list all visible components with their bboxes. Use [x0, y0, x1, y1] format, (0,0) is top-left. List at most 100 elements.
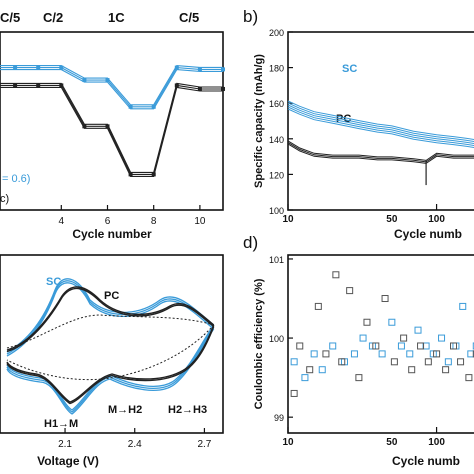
panel-d-point	[318, 366, 326, 374]
panel-d-point	[444, 358, 452, 366]
panel-a-point	[221, 67, 225, 72]
panel-a-series-line	[0, 69, 223, 110]
panel-d-point	[457, 358, 465, 366]
panel-c-pc-curve	[6, 286, 215, 351]
panel-c-xlabel: Voltage (V)	[37, 454, 99, 468]
panel-d-point	[400, 334, 408, 342]
panel-a-point	[82, 78, 87, 83]
panel-a-xlabel: Cycle number	[72, 227, 152, 241]
panel-b-y-tick-label: 160	[269, 99, 284, 109]
panel-a-x-tick-label: 8	[151, 216, 157, 227]
panel-c-sc-curve	[6, 324, 215, 411]
panel-b-series-line	[287, 143, 474, 164]
panel-b-x-tick-label: 100	[428, 214, 445, 225]
panel-b-frame	[287, 31, 474, 211]
annotation-h1-m: H1→M	[44, 418, 78, 430]
panel-d-xlabel: Cycle numb	[392, 454, 460, 468]
panel-d-x-minor-label: 50	[386, 437, 398, 448]
panel-d-point	[465, 374, 473, 382]
panel-d-point	[363, 318, 371, 326]
panel-d-point	[424, 358, 432, 366]
panel-d-point	[381, 295, 389, 303]
panel-d-label: d)	[243, 233, 258, 252]
panel-a-point	[13, 83, 18, 88]
panel-d-point	[359, 334, 367, 342]
panel-a-point	[128, 104, 133, 109]
panel-a-point	[174, 65, 179, 70]
panel-d-point	[350, 350, 358, 358]
panel-d-point	[332, 271, 340, 279]
panel-a-point	[221, 86, 225, 91]
panel-c-frame	[0, 254, 224, 434]
panel-d-point	[296, 342, 304, 350]
panel-a-x-tick-label: 4	[59, 216, 65, 227]
panel-a-x-tick-label: 10	[194, 216, 206, 227]
panel-d-ylabel: Coulombic efficiency (%)	[253, 278, 265, 409]
rate-label-3: 1C	[108, 10, 125, 25]
rate-label-2: C/2	[43, 10, 63, 25]
rate-label-4: C/5	[179, 10, 199, 25]
panel-d-point	[442, 366, 450, 374]
panel-a-point	[105, 124, 110, 129]
panel-a-point	[36, 65, 41, 70]
panel-c-dotted-curve	[6, 324, 215, 381]
panel-a-point	[151, 172, 156, 177]
panel-d-point	[438, 334, 446, 342]
panel-b-y-tick-label: 100	[269, 206, 284, 216]
panel-c-x-tick-label: 2.4	[128, 439, 142, 450]
panel-b-ylabel: Specific capacity (mAh/g)	[253, 54, 265, 188]
panel-a-x-tick-label: 6	[105, 216, 111, 227]
panel-d-x-tick-label: 100	[428, 437, 445, 448]
panel-d-y-tick-label: 99	[274, 413, 284, 423]
panel-d-point	[388, 318, 396, 326]
panel-b-series-line	[287, 100, 474, 140]
panel-d-point	[301, 374, 309, 382]
panel-d-point	[306, 366, 314, 374]
panel-d-point	[414, 326, 422, 334]
rate-label-1: C/5	[0, 10, 20, 25]
panel-b-series-line	[287, 102, 474, 142]
panel-d-point	[372, 342, 380, 350]
panel-a-frame	[0, 31, 224, 211]
panel-a-point	[105, 78, 110, 83]
panel-d-point	[472, 350, 474, 358]
annotation-m-h2: M→H2	[108, 404, 142, 416]
panel-a-point	[82, 124, 87, 129]
panel-d-point	[452, 342, 460, 350]
panel-d-point	[322, 350, 330, 358]
panel-b-label: b)	[243, 7, 258, 26]
panel-d-point	[397, 342, 405, 350]
panel-b-x-tick-label: 10	[282, 214, 294, 225]
panel-b-series-label-sc: SC	[342, 63, 357, 75]
panel-b-y-tick-label: 200	[269, 28, 284, 38]
panel-a-point	[197, 67, 202, 72]
panel-a-point	[174, 83, 179, 88]
panel-d-x-tick-label: 10	[282, 437, 294, 448]
panel-d-point	[459, 302, 467, 310]
panel-d-point	[290, 358, 298, 366]
panel-b-y-tick-label: 120	[269, 170, 284, 180]
panel-a-series-line	[0, 82, 223, 173]
panel-a-point	[59, 65, 64, 70]
panel-c-x-tick-label: 2.7	[197, 439, 211, 450]
panel-d-point	[310, 350, 318, 358]
panel-c-series-label-pc: PC	[104, 290, 119, 302]
panel-d-frame	[287, 254, 474, 434]
panel-b-series-line	[287, 141, 474, 163]
panel-b-series-line	[287, 140, 474, 161]
panel-c-pc-curve	[6, 287, 215, 353]
panel-d-point	[417, 342, 425, 350]
panel-b-xlabel: Cycle numb	[394, 227, 462, 241]
panel-b-y-tick-label: 180	[269, 64, 284, 74]
panel-d-point	[329, 342, 337, 350]
legend-fragment-2: c)	[0, 193, 9, 205]
panel-c-dotted-curve	[6, 314, 214, 349]
panel-d-point	[406, 350, 414, 358]
annotation-h2-h3: H2→H3	[168, 404, 207, 416]
panel-c-sc-curve	[6, 280, 215, 355]
panel-b-series-line	[287, 104, 474, 144]
panel-c-sc-curve	[6, 326, 215, 413]
panel-c-pc-curve	[6, 326, 215, 405]
panel-d-point	[346, 287, 354, 295]
